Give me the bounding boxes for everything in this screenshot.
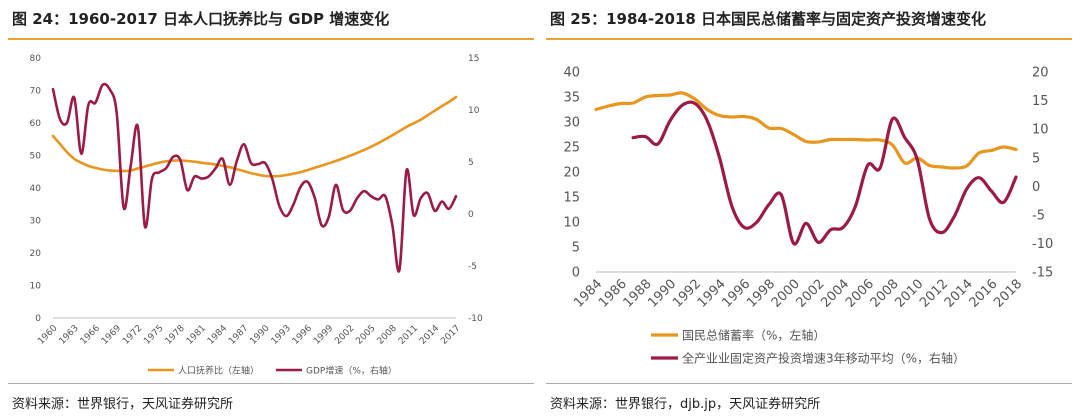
y-right-tick-label: 5 [1032,151,1040,166]
series-line-1 [51,82,458,273]
y-left-tick-label: 40 [563,66,580,81]
legend-label-0: 国民总储蓄率（%，左轴） [682,328,825,343]
y-left-tick-label: 80 [30,54,42,64]
y-left-tick-label: 0 [35,314,41,324]
x-tick-label: 2014 [418,323,441,346]
title-rule [546,38,1072,40]
source-note: 资料来源：世界银行，天风证券研究所 [12,397,234,412]
y-right-tick-label: 5 [468,158,474,168]
x-tick-label: 1984 [206,323,229,346]
x-tick-label: 1960 [36,323,59,346]
y-left-tick-label: 50 [30,152,42,162]
legend-label-1: GDP增速（%，右轴） [306,365,397,377]
x-tick-label: 1975 [142,324,165,347]
y-right-tick-label: 0 [468,210,474,220]
y-left-tick-label: 60 [30,119,42,129]
y-right-tick-label: -5 [468,262,477,272]
y-right-tick-label: -15 [1032,266,1053,281]
chart2-svg: 0510152025303540-15-10-50510152019841986… [563,66,1053,366]
y-left-tick-label: 30 [30,217,42,227]
x-tick-label: 1999 [312,323,335,346]
chart1-svg: 0 10 20 30 40 50 60 70 80 -10 -5 0 5 10 15 196019631966… [30,54,483,377]
x-tick-label: 1987 [227,324,250,347]
x-tick-label: 1978 [164,323,187,346]
chart-panel-savings-investment: 图 25：1984-2018 日本国民总储蓄率与固定资产投资增速变化 0 5 10 1… [546,0,1076,420]
chart-title: 图 25：1984-2018 日本国民总储蓄率与固定资产投资增速变化 [550,10,987,28]
y-left-tick-label: 15 [563,191,580,206]
legend-label-0: 人口抚养比（左轴） [178,365,259,377]
title-rule [8,38,534,40]
x-tick-label: 1966 [79,323,102,346]
x-tick-label: 1993 [270,324,293,347]
footer-rule [546,383,1072,384]
chart-title: 图 24：1960-2017 日本人口抚养比与 GDP 增速变化 [12,10,390,28]
x-tick-label: 2005 [354,324,377,347]
x-tick-label: 1996 [291,323,314,346]
source-note: 资料来源：世界银行，djb.jp，天风证券研究所 [550,397,821,412]
x-tick-label: 1969 [100,323,123,346]
x-tick-label: 1990 [248,323,271,346]
x-tick-label: 2018 [991,277,1025,311]
x-tick-label: 2008 [376,323,399,346]
y-left-tick-label: 10 [30,282,42,292]
y-left-tick-label: 0 [572,266,580,281]
legend-label-1: 全产业业固定资产投资增速3年移动平均（%，右轴） [682,351,965,366]
y-right-tick-label: 10 [468,106,480,116]
y-left-tick-label: 20 [563,166,580,181]
y-left-tick-label: 10 [563,216,580,231]
y-left-tick-label: 70 [30,87,42,97]
x-tick-label: 1972 [121,324,144,347]
y-left-tick-label: 40 [30,184,42,194]
y-right-tick-label: 15 [468,54,479,64]
y-left-tick-label: 30 [563,116,580,131]
y-right-tick-label: -10 [468,314,483,324]
y-left-tick-label: 5 [572,241,580,256]
x-tick-label: 2017 [439,324,462,347]
y-right-tick-label: -10 [1032,237,1053,252]
x-tick-label: 2002 [333,324,356,347]
y-left-tick-label: 25 [563,141,580,156]
y-right-tick-label: 10 [1032,123,1049,138]
y-right-tick-label: -5 [1032,208,1045,223]
y-right-tick-label: 20 [1032,66,1049,81]
x-tick-label: 2011 [397,324,420,347]
chart-panel-dependency-gdp: 图 24：1960-2017 日本人口抚养比与 GDP 增速变化 0 10 20 30… [8,0,538,420]
footer-rule [8,383,534,384]
y-right-tick-label: 15 [1032,94,1049,109]
x-tick-label: 1963 [58,324,81,347]
series-line-0 [594,91,1018,170]
series-line-1 [631,100,1018,246]
y-left-tick-label: 20 [30,249,42,259]
y-left-tick-label: 35 [563,91,580,106]
x-tick-label: 1981 [185,324,208,347]
y-right-tick-label: 0 [1032,180,1040,195]
